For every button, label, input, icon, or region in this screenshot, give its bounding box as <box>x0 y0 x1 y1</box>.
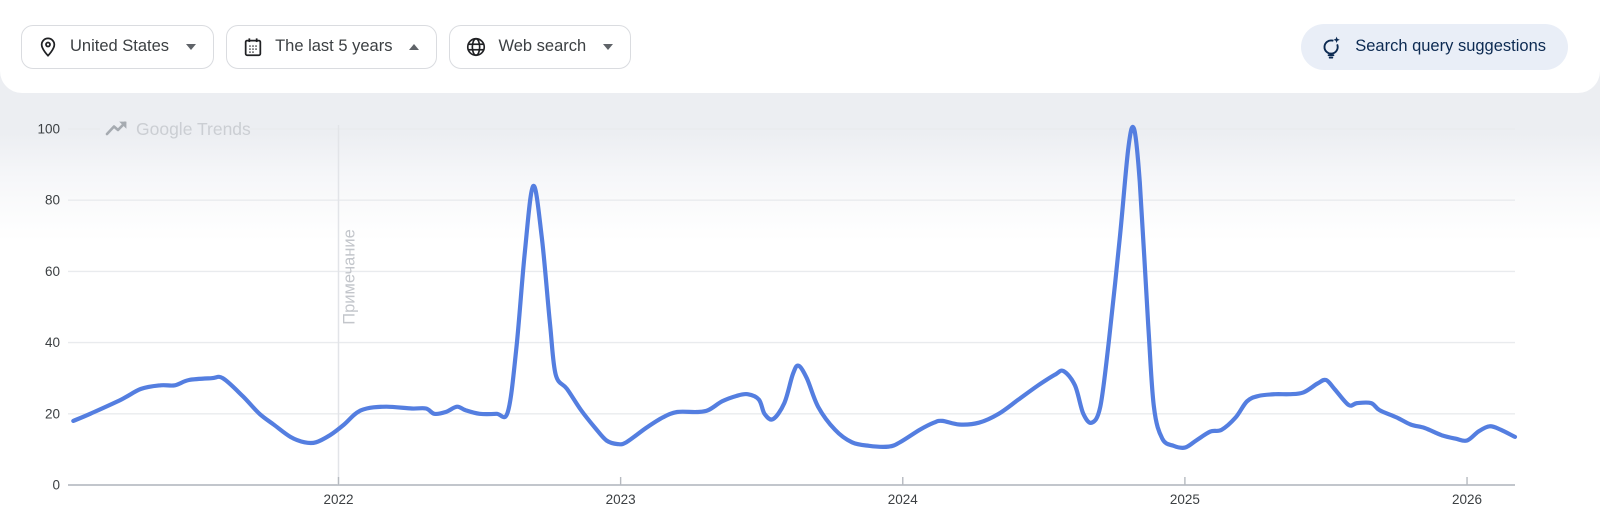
location-pin-icon <box>37 36 59 58</box>
chevron-down-icon <box>186 43 197 50</box>
interest-over-time-line <box>71 124 1518 451</box>
trends-chart-card <box>0 70 1600 521</box>
svg-text:2023: 2023 <box>606 492 636 507</box>
filter-group: United States The last 5 years <box>21 24 632 69</box>
watermark-label: Google Trends <box>136 119 251 139</box>
search-type-filter-button[interactable]: Web search <box>449 24 632 69</box>
lightbulb-sparkle-icon <box>1319 35 1343 59</box>
calendar-icon <box>242 36 264 58</box>
chevron-up-icon <box>409 43 420 50</box>
svg-text:20: 20 <box>45 406 60 421</box>
y-axis-labels: 0 20 40 60 80 100 <box>37 122 60 493</box>
google-trends-watermark: Google Trends <box>105 119 251 139</box>
x-axis-labels: 2022 2023 2024 2025 2026 <box>323 477 1482 507</box>
chevron-down-icon <box>603 43 614 50</box>
svg-text:2026: 2026 <box>1452 492 1482 507</box>
svg-text:2022: 2022 <box>323 492 353 507</box>
annotation-label: Примечание <box>340 229 358 325</box>
svg-text:100: 100 <box>37 122 60 137</box>
gridlines <box>68 128 1515 486</box>
time-range-filter-button[interactable]: The last 5 years <box>226 24 438 69</box>
svg-text:2025: 2025 <box>1170 492 1200 507</box>
region-filter-button[interactable]: United States <box>21 24 215 69</box>
svg-text:0: 0 <box>52 478 60 493</box>
annotation-marker[interactable]: Примечание <box>337 125 358 485</box>
filters-toolbar: United States The last 5 years <box>0 0 1600 93</box>
search-query-suggestions-label: Search query suggestions <box>1355 37 1546 55</box>
svg-text:40: 40 <box>45 335 60 350</box>
svg-text:80: 80 <box>45 193 60 208</box>
search-query-suggestions-button[interactable]: Search query suggestions <box>1301 23 1568 70</box>
region-filter-label: United States <box>70 37 170 55</box>
svg-text:60: 60 <box>45 264 60 279</box>
search-type-filter-label: Web search <box>498 37 587 55</box>
globe-icon <box>465 36 487 58</box>
time-range-filter-label: The last 5 years <box>275 37 393 55</box>
svg-text:2024: 2024 <box>888 492 919 507</box>
trending-up-icon <box>105 121 127 136</box>
